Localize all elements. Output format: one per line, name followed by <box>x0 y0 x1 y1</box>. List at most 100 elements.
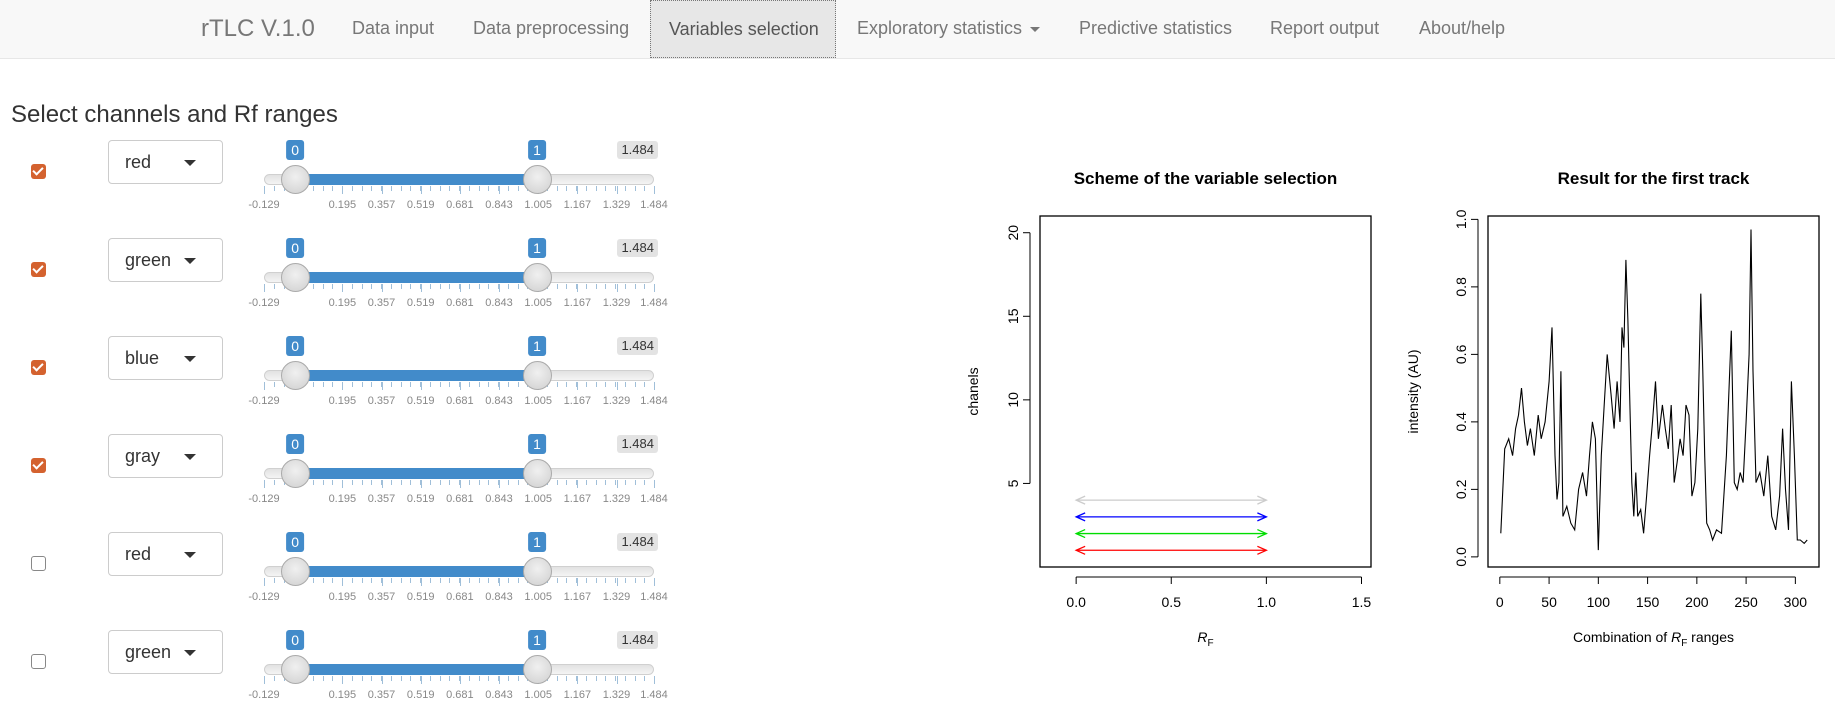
slider-minor-tick <box>605 480 607 485</box>
slider-major-tick <box>654 186 655 194</box>
slider-major-tick <box>264 382 265 390</box>
first-track-chart: Result for the first track 0 50 100 150 200 25… <box>1405 169 1820 649</box>
slider-high-handle[interactable] <box>522 361 552 390</box>
channel-checkbox[interactable] <box>31 556 46 571</box>
rf-range-slider[interactable]: 1.484 -0.129 0.195 0.357 0.519 0.681 0.843 1.00… <box>248 336 668 416</box>
slider-minor-tick <box>595 284 597 289</box>
tab-label: Predictive statistics <box>1079 18 1233 38</box>
channel-select[interactable]: red <box>108 532 223 576</box>
slider-minor-tick <box>595 480 597 485</box>
slider-low-handle[interactable] <box>281 557 311 586</box>
tab-about-help[interactable]: About/help <box>1419 0 1505 58</box>
channel-select[interactable]: green <box>108 630 223 674</box>
x-tick-label: 100 <box>1587 594 1611 610</box>
slider-low-handle[interactable] <box>281 459 311 488</box>
y-tick-label: 0.8 <box>1453 277 1469 297</box>
slider-minor-tick <box>595 578 597 583</box>
slider-major-tick <box>499 284 500 292</box>
slider-tick-label: -0.129 <box>248 689 280 701</box>
slider-tick-label: 1.329 <box>602 395 631 407</box>
channel-row: gray 1.484 -0.129 0.195 0.357 0.519 0.681 0.84… <box>0 434 700 524</box>
slider-minor-tick <box>644 382 646 387</box>
channel-select[interactable]: red <box>108 140 223 184</box>
chevron-down-icon <box>184 160 196 166</box>
slider-high-handle[interactable] <box>522 557 552 586</box>
arrow-head-right <box>1257 495 1268 505</box>
rf-range-slider[interactable]: 1.484 -0.129 0.195 0.357 0.519 0.681 0.843 1.00… <box>248 434 668 514</box>
tab-report-output[interactable]: Report output <box>1270 0 1379 58</box>
channel-checkbox[interactable] <box>31 360 46 375</box>
tab-predictive-statistics[interactable]: Predictive statistics <box>1079 0 1232 58</box>
tab-label: Variables selection <box>669 19 819 39</box>
slider-minor-tick <box>400 186 402 191</box>
channel-select[interactable]: gray <box>108 434 223 478</box>
slider-minor-tick <box>371 676 373 681</box>
slider-minor-tick <box>634 382 636 387</box>
rf-range-slider[interactable]: 1.484 -0.129 0.195 0.357 0.519 0.681 0.843 1.00… <box>248 238 668 318</box>
slider-minor-tick <box>420 676 421 681</box>
slider-minor-tick <box>459 676 460 681</box>
slider-tick-label: 0.519 <box>406 493 435 505</box>
slider-minor-tick <box>459 480 460 485</box>
brand-title[interactable]: rTLC V.1.0 <box>201 15 315 42</box>
slider-low-handle[interactable] <box>281 263 311 292</box>
slider-minor-tick <box>400 676 402 681</box>
x-axis-label-sub: F <box>1208 638 1214 649</box>
slider-major-tick <box>342 578 344 586</box>
slider-minor-tick <box>361 676 363 681</box>
channel-checkbox[interactable] <box>31 262 46 277</box>
slider-high-handle[interactable] <box>522 655 552 684</box>
slider-range-fill <box>295 174 537 185</box>
slider-low-handle[interactable] <box>281 655 311 684</box>
slider-minor-tick <box>478 284 480 289</box>
slider-low-value: 0 <box>286 238 305 258</box>
rf-range-slider[interactable]: 1.484 -0.129 0.195 0.357 0.519 0.681 0.843 1.00… <box>248 532 668 612</box>
slider-major-tick <box>616 382 618 390</box>
arrow-head-left <box>1074 528 1086 539</box>
slider-low-handle[interactable] <box>281 165 311 194</box>
chart-title: Scheme of the variable selection <box>1074 169 1338 188</box>
slider-minor-tick <box>595 186 597 191</box>
slider-minor-tick <box>449 480 451 485</box>
rf-range-slider[interactable]: 1.484 -0.129 0.195 0.357 0.519 0.681 0.843 1.00… <box>248 630 668 710</box>
slider-high-handle[interactable] <box>522 263 552 292</box>
channel-select-value: blue <box>125 348 160 368</box>
channel-checkbox[interactable] <box>31 164 46 179</box>
slider-tick-label: 1.484 <box>640 689 668 701</box>
slider-tick-label: 1.484 <box>640 591 668 603</box>
slider-minor-tick <box>439 676 441 681</box>
channel-select[interactable]: blue <box>108 336 223 380</box>
rf-range-slider[interactable]: 1.484 -0.129 0.195 0.357 0.519 0.681 0.843 1.00… <box>248 140 668 220</box>
slider-minor-tick <box>615 480 616 485</box>
channel-select-value: green <box>125 642 172 662</box>
slider-major-tick <box>381 186 383 194</box>
channel-checkbox[interactable] <box>31 654 46 669</box>
slider-low-handle[interactable] <box>281 361 311 390</box>
slider-major-tick <box>499 186 500 194</box>
slider-minor-tick <box>507 480 509 485</box>
tab-data-preprocessing[interactable]: Data preprocessing <box>473 0 629 58</box>
slider-minor-tick <box>322 284 324 289</box>
slider-major-tick <box>616 284 618 292</box>
slider-major-tick <box>264 676 265 684</box>
slider-high-handle[interactable] <box>522 459 552 488</box>
slider-high-handle[interactable] <box>522 165 552 194</box>
slider-tick-label: 1.005 <box>524 199 552 211</box>
slider-tick-label: 0.843 <box>485 395 513 407</box>
slider-minor-tick <box>400 284 402 289</box>
chevron-down-icon <box>1030 26 1041 32</box>
slider-minor-tick <box>322 382 324 387</box>
tab-data-input[interactable]: Data input <box>352 0 434 58</box>
slider-minor-tick <box>371 186 373 191</box>
tab-variables-selection[interactable]: Variables selection <box>650 0 836 58</box>
slider-minor-tick <box>585 578 587 583</box>
channel-checkbox[interactable] <box>31 458 46 473</box>
tab-exploratory-statistics[interactable]: Exploratory statistics <box>857 0 1041 58</box>
tab-label: Exploratory statistics <box>857 18 1023 38</box>
slider-major-tick <box>342 284 344 292</box>
slider-minor-tick <box>351 382 353 387</box>
slider-major-tick <box>616 676 618 684</box>
channel-select[interactable]: green <box>108 238 223 282</box>
slider-minor-tick <box>498 382 499 387</box>
channel-row: red 1.484 -0.129 0.195 0.357 0.519 0.681 0.843… <box>0 532 700 622</box>
